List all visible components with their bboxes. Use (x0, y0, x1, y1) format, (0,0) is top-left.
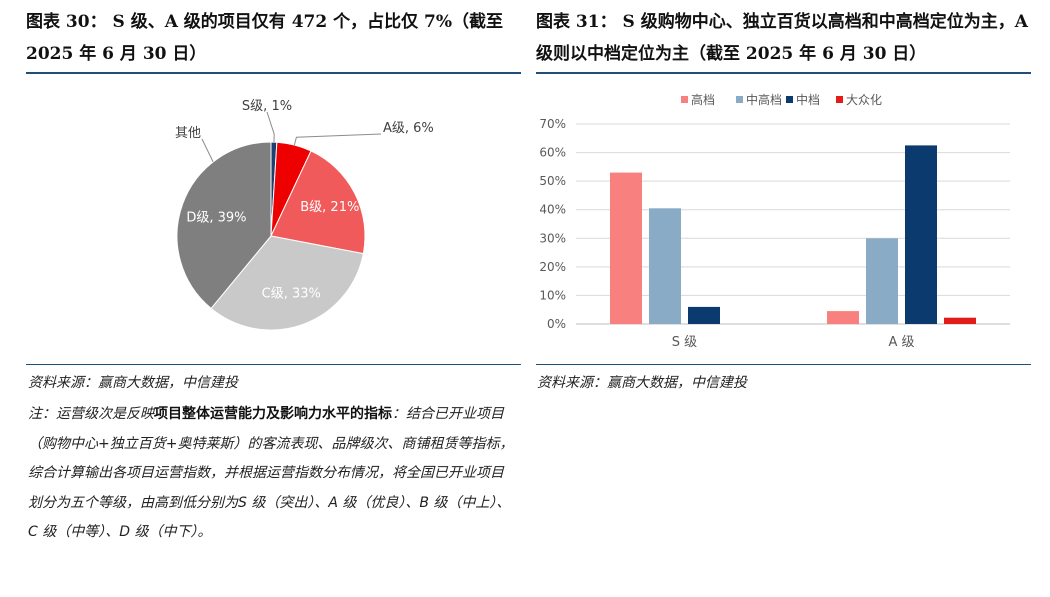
pie-label: B级, 21% (300, 200, 359, 215)
bar-xtick-label: A 级 (888, 335, 914, 350)
legend-label: 中档 (796, 92, 820, 107)
legend-swatch (786, 96, 793, 103)
bar-中高档-A 级 (866, 238, 898, 324)
bar-ytick-label: 60% (539, 146, 566, 160)
right-source-text: 资料来源：赢商大数据，中信建投 (537, 375, 747, 391)
right-source-divider (536, 364, 1031, 365)
legend-swatch (681, 96, 688, 103)
pie-leader-line (201, 138, 214, 163)
pie-label: S级, 1% (242, 99, 292, 114)
pie-label: 其他 (175, 126, 201, 141)
bar-高档-A 级 (827, 311, 859, 324)
legend-label: 大众化 (846, 93, 882, 107)
right-figure-title: 图表 31： S 级购物中心、独立百货以高档和中高档定位为主，A 级则以中档定位… (536, 12, 1028, 64)
left-figure-title: 图表 30： S 级、A 级的项目仅有 472 个，占比仅 7%（截至 2025… (26, 12, 504, 64)
bar-大众化-A 级 (944, 317, 976, 324)
bar-ytick-label: 10% (539, 288, 566, 302)
legend-label: 中高档 (746, 92, 782, 107)
left-source-text: 资料来源：赢商大数据，中信建投 (28, 375, 238, 391)
bar-ytick-label: 20% (539, 260, 566, 274)
legend-label: 高档 (691, 92, 715, 107)
pie-label: C级, 33% (262, 287, 321, 302)
bar-ytick-label: 30% (539, 231, 566, 245)
left-title-divider (26, 72, 521, 74)
pie-label: A级, 6% (383, 121, 434, 136)
bar-ytick-label: 70% (539, 117, 566, 131)
legend-swatch (836, 96, 843, 103)
pie-leader-line (293, 133, 382, 146)
pie-slice-3 (210, 235, 364, 331)
pie-leader-line (266, 111, 275, 143)
pie-label: D级, 39% (186, 210, 246, 225)
bar-ytick-label: 50% (539, 174, 566, 188)
bar-ytick-label: 40% (539, 203, 566, 217)
bar-中档-A 级 (905, 145, 937, 324)
pie-slice-4 (176, 141, 272, 310)
bar-xtick-label: S 级 (672, 335, 697, 350)
left-source-divider (26, 364, 521, 365)
bar-ytick-label: 0% (547, 317, 566, 331)
pie-slice-2 (270, 150, 366, 255)
footnote-text: ：结合已开业项目（购物中心+独立百货+奥特莱斯）的客流表现、品牌级次、商铺租赁等… (28, 406, 514, 540)
bar-高档-S 级 (610, 172, 642, 324)
bar-chart: 高档 中高档 中档 大众化 0% 10% 20% 30% 40% 50% 60% 70% S 级 A … (539, 92, 1010, 350)
footnote-prefix: 注：运营级次是反映 (28, 406, 154, 422)
footnote-bold: 项目整体运营能力及影响力水平的指标 (154, 406, 392, 422)
bar-中高档-S 级 (649, 208, 681, 324)
bar-中档-S 级 (688, 306, 720, 324)
pie-chart: S级, 1% A级, 6% B级, 21% C级, 33% D级, 39% 其他 (175, 99, 434, 331)
footnote: 注：运营级次是反映项目整体运营能力及影响力水平的指标：结合已开业项目（购物中心+… (28, 400, 516, 548)
right-title-divider (536, 72, 1031, 74)
legend-swatch (736, 96, 743, 103)
